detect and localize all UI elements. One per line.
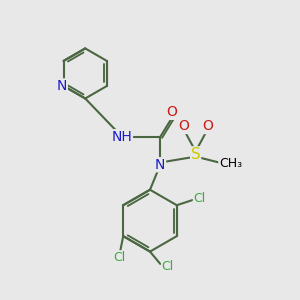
Text: S: S	[191, 147, 200, 162]
Text: CH₃: CH₃	[219, 157, 242, 170]
Text: O: O	[167, 105, 178, 119]
Text: N: N	[57, 79, 67, 93]
Text: O: O	[202, 119, 213, 134]
Text: NH: NH	[112, 130, 132, 144]
Text: O: O	[178, 119, 189, 134]
Text: Cl: Cl	[114, 251, 126, 264]
Text: N: N	[155, 158, 166, 172]
Text: Cl: Cl	[161, 260, 174, 273]
Text: Cl: Cl	[193, 192, 206, 205]
